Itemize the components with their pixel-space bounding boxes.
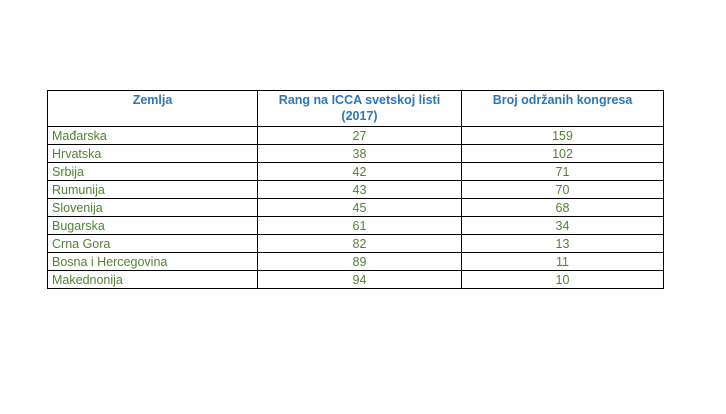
congress-table: Zemlja Rang na ICCA svetskoj listi (2017… bbox=[47, 90, 664, 289]
country-cell: Hrvatska bbox=[47, 144, 258, 163]
congress-count-cell: 102 bbox=[461, 144, 664, 163]
table-row: Rumunija 43 70 bbox=[47, 180, 664, 199]
congress-count-cell: 70 bbox=[461, 180, 664, 199]
rank-cell: 42 bbox=[257, 162, 462, 181]
table-row: Hrvatska 38 102 bbox=[47, 144, 664, 163]
country-cell: Bugarska bbox=[47, 216, 258, 235]
rank-cell: 89 bbox=[257, 252, 462, 271]
country-cell: Bosna i Hercegovina bbox=[47, 252, 258, 271]
rank-cell: 94 bbox=[257, 270, 462, 289]
rank-cell: 45 bbox=[257, 198, 462, 217]
table-row: Srbija 42 71 bbox=[47, 162, 664, 181]
table-row: Bosna i Hercegovina 89 11 bbox=[47, 252, 664, 271]
table-header: Zemlja Rang na ICCA svetskoj listi (2017… bbox=[47, 90, 664, 127]
country-cell: Makednonija bbox=[47, 270, 258, 289]
country-cell: Crna Gora bbox=[47, 234, 258, 253]
rank-cell: 43 bbox=[257, 180, 462, 199]
country-cell: Srbija bbox=[47, 162, 258, 181]
congress-count-cell: 34 bbox=[461, 216, 664, 235]
table-row: Bugarska 61 34 bbox=[47, 216, 664, 235]
rank-cell: 38 bbox=[257, 144, 462, 163]
table-body: Mađarska 27 159 Hrvatska 38 102 Srbija 4… bbox=[47, 126, 664, 289]
table-row: Mađarska 27 159 bbox=[47, 126, 664, 145]
rank-cell: 61 bbox=[257, 216, 462, 235]
congress-count-cell: 11 bbox=[461, 252, 664, 271]
congress-count-cell: 68 bbox=[461, 198, 664, 217]
rank-cell: 82 bbox=[257, 234, 462, 253]
header-row: Zemlja Rang na ICCA svetskoj listi (2017… bbox=[47, 90, 664, 127]
table-row: Makednonija 94 10 bbox=[47, 270, 664, 289]
header-country: Zemlja bbox=[47, 90, 258, 127]
header-icca-rank: Rang na ICCA svetskoj listi (2017) bbox=[257, 90, 462, 127]
country-cell: Slovenija bbox=[47, 198, 258, 217]
congress-count-cell: 159 bbox=[461, 126, 664, 145]
country-cell: Rumunija bbox=[47, 180, 258, 199]
congress-count-cell: 10 bbox=[461, 270, 664, 289]
congress-count-cell: 71 bbox=[461, 162, 664, 181]
table-row: Slovenija 45 68 bbox=[47, 198, 664, 217]
header-congress-count: Broj održanih kongresa bbox=[461, 90, 664, 127]
rank-cell: 27 bbox=[257, 126, 462, 145]
table-row: Crna Gora 82 13 bbox=[47, 234, 664, 253]
congress-count-cell: 13 bbox=[461, 234, 664, 253]
country-cell: Mađarska bbox=[47, 126, 258, 145]
